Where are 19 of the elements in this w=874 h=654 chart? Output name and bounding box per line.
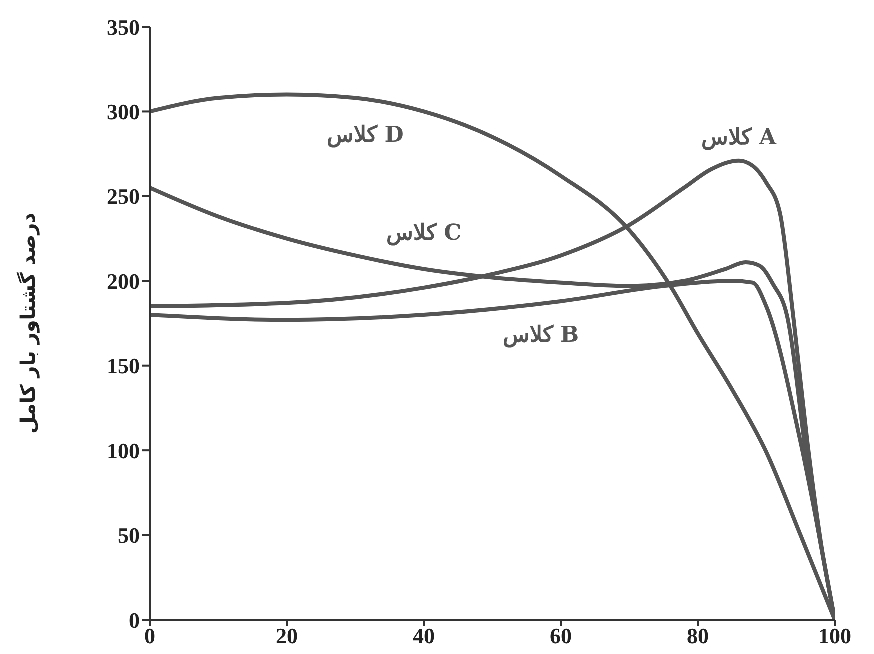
series-label: کلاس D: [327, 122, 404, 148]
x-tick-label: 100: [818, 624, 852, 649]
x-tick-label: 0: [144, 624, 156, 649]
y-tick-label: 200: [107, 268, 140, 294]
x-tick-label: 40: [413, 624, 435, 649]
series-label: کلاس B: [502, 322, 580, 348]
y-tick-label: 100: [107, 438, 140, 464]
y-tick-label: 150: [107, 354, 140, 379]
y-tick-label: 0: [129, 608, 140, 633]
y-tick-label: 300: [107, 100, 140, 125]
x-tick-label: 60: [550, 624, 572, 649]
series-label: کلاس C: [386, 220, 462, 246]
x-tick-label: 20: [276, 624, 298, 649]
y-tick-label: 250: [107, 184, 140, 210]
y-axis-title: درصد گشتاور بار کامل: [16, 212, 40, 434]
y-tick-label: 350: [107, 14, 140, 40]
x-tick-label: 80: [687, 624, 709, 649]
series-label: کلاس A: [702, 124, 778, 151]
y-tick-label: 50: [118, 523, 140, 548]
